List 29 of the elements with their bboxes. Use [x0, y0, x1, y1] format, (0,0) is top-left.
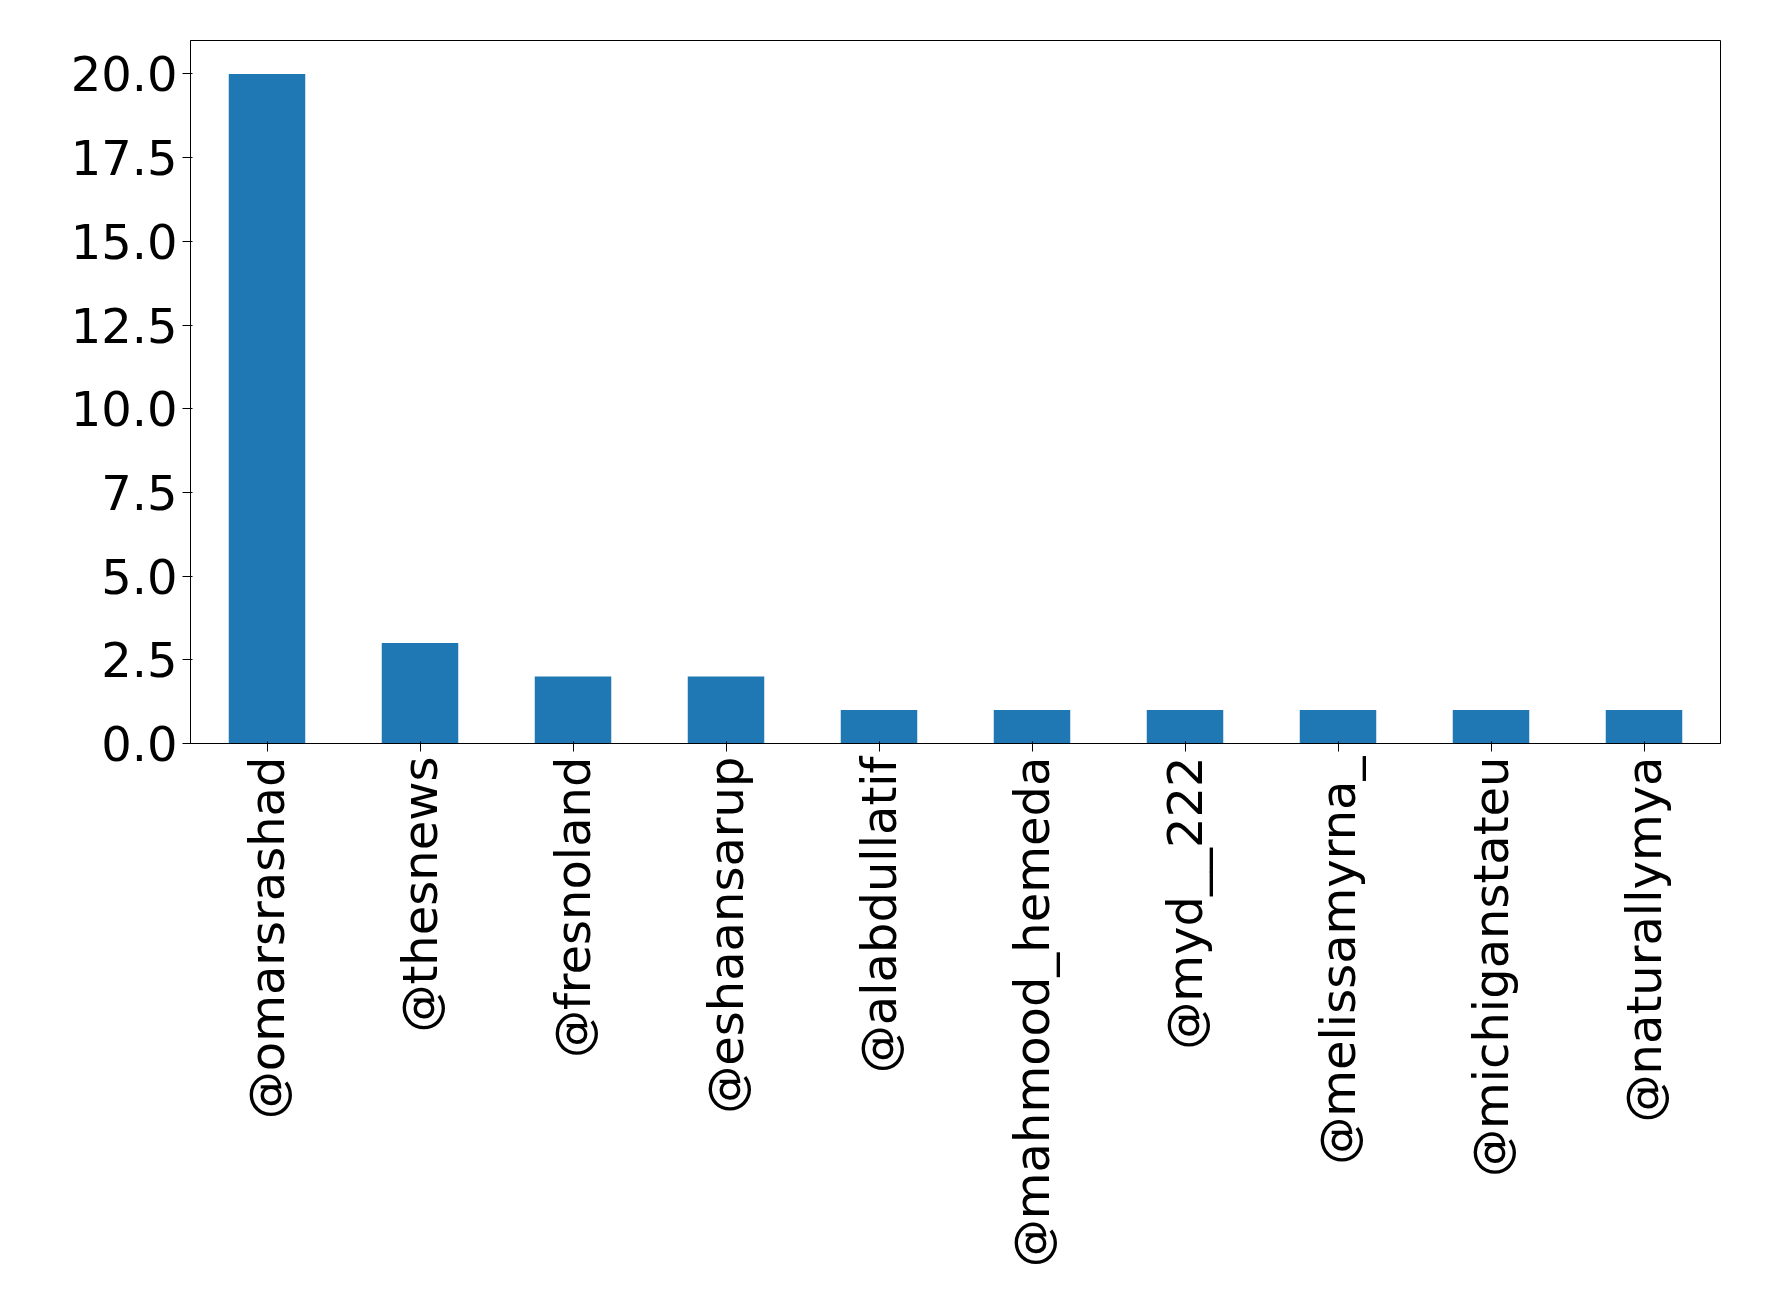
x-tick-label: @melissamyrna_ [1310, 755, 1366, 1165]
x-tick-label: @eshaansarup [698, 756, 754, 1114]
y-tick-label: 12.5 [70, 297, 178, 354]
y-tick-label: 0.0 [101, 716, 178, 772]
x-tick-label: @alabdullatif [851, 755, 907, 1074]
y-tick-label: 7.5 [101, 464, 178, 521]
bar [228, 73, 306, 744]
x-tick-label: @mahmood_hemeda [1004, 756, 1060, 1268]
bar [534, 676, 612, 744]
y-tick-label: 20.0 [70, 46, 178, 103]
x-tick-label: @myd__222 [1157, 756, 1213, 1050]
bar [993, 710, 1071, 744]
y-tick-label: 10.0 [70, 381, 178, 438]
y-tick-label: 15.0 [70, 213, 178, 270]
x-tick-label: @omarsrashad [239, 756, 295, 1120]
bar [840, 710, 918, 744]
y-tick-label: 2.5 [101, 632, 178, 689]
x-tick-label: @fresnoland [545, 756, 601, 1059]
bar [687, 676, 765, 744]
y-tick-label: 5.0 [101, 548, 178, 605]
x-tick-label: @michiganstateu [1463, 756, 1519, 1178]
bar [381, 643, 459, 744]
bar [1452, 710, 1530, 744]
y-tick-label: 17.5 [70, 130, 178, 187]
x-tick-label: @naturallymya [1616, 756, 1672, 1123]
bar [1146, 710, 1224, 744]
bar [1299, 710, 1377, 744]
x-tick-label: @thesnews [392, 756, 448, 1033]
bar [1605, 710, 1683, 744]
